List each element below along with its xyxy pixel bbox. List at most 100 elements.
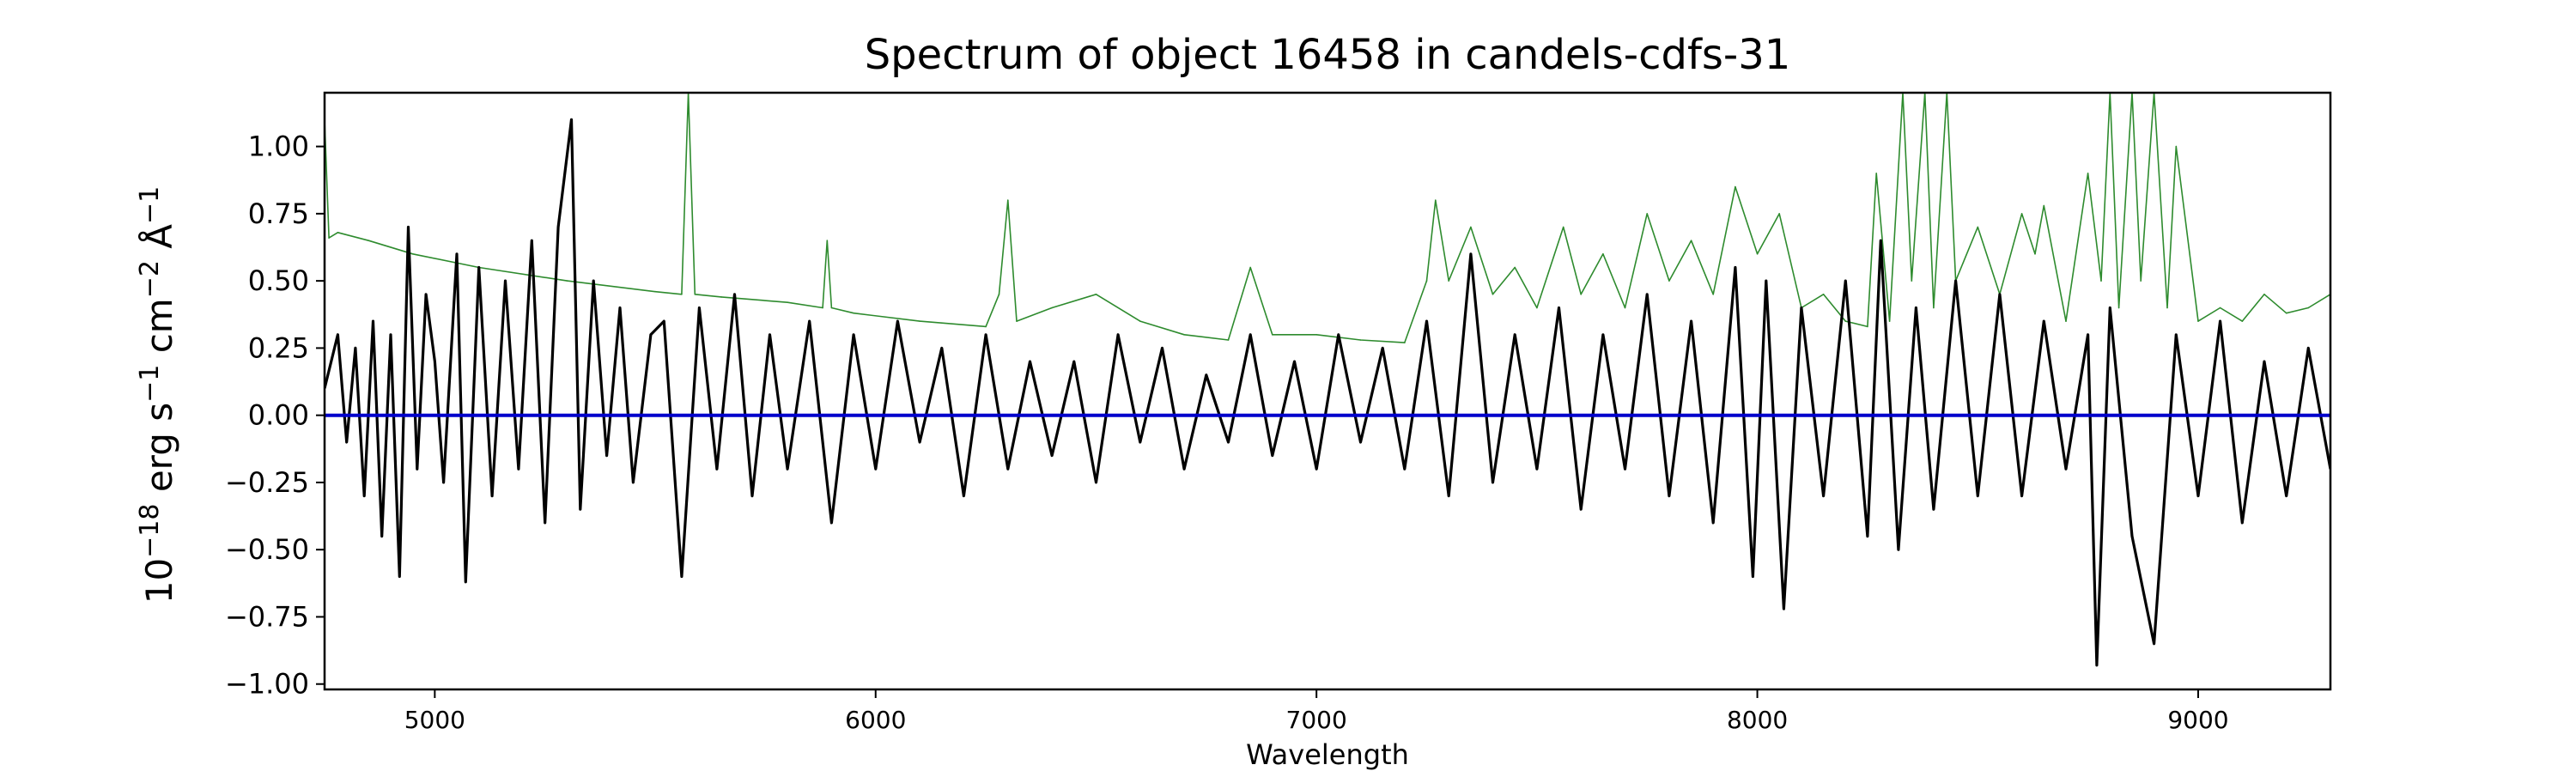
- flux-point: [1690, 320, 1692, 322]
- error-point: [985, 325, 987, 328]
- error-point: [328, 237, 330, 239]
- flux-point: [941, 347, 943, 349]
- flux-point: [570, 118, 573, 121]
- flux-point: [434, 361, 436, 362]
- flux-point: [1382, 347, 1383, 349]
- flux-point: [1844, 280, 1847, 282]
- x-tick-label: 5000: [404, 706, 465, 734]
- flux-point: [1735, 266, 1736, 269]
- flux-point: [619, 307, 621, 309]
- flux-point: [1206, 373, 1207, 376]
- flux-point: [518, 468, 519, 470]
- flux-point: [1801, 307, 1802, 309]
- flux-point: [2285, 495, 2287, 497]
- error-point: [411, 253, 414, 255]
- error-point: [1315, 334, 1317, 336]
- flux-point: [1898, 549, 1899, 550]
- error-point: [1822, 294, 1825, 295]
- error-point: [2140, 280, 2142, 282]
- error-point: [919, 320, 920, 322]
- flux-series: [325, 118, 2330, 667]
- flux-point: [1404, 468, 1406, 470]
- flux-point: [557, 226, 559, 228]
- flux-point: [363, 495, 366, 497]
- error-point: [2166, 307, 2168, 309]
- flux-point: [787, 468, 788, 470]
- flux-point: [716, 468, 718, 470]
- flux-point: [2109, 307, 2111, 309]
- flux-point: [1514, 334, 1516, 336]
- flux-point: [337, 334, 339, 336]
- error-point: [1735, 185, 1736, 188]
- error-point: [1756, 253, 1759, 255]
- chart-title: Spectrum of object 16458 in candels-cdfs…: [865, 31, 1791, 79]
- flux-point: [1161, 347, 1163, 349]
- error-point: [1359, 339, 1362, 341]
- y-tick-label: 0.25: [248, 331, 309, 364]
- flux-point: [1073, 361, 1075, 362]
- flux-point: [1765, 280, 1767, 282]
- error-point: [654, 290, 656, 293]
- flux-point: [580, 508, 581, 510]
- flux-point: [808, 320, 811, 322]
- flux-point: [1536, 468, 1538, 470]
- flux-point: [1492, 482, 1494, 483]
- flux-point: [504, 280, 507, 282]
- x-tick-label: 9000: [2167, 706, 2228, 734]
- flux-point: [2096, 665, 2098, 666]
- error-point: [1227, 339, 1230, 341]
- y-axis-label: 10−18 erg s−1 cm−2 Å−1: [135, 186, 180, 604]
- flux-point: [751, 495, 753, 497]
- flux-point: [465, 581, 467, 583]
- flux-point: [681, 575, 683, 578]
- error-point: [998, 294, 1000, 295]
- flux-point: [1227, 441, 1230, 443]
- error-point: [826, 240, 829, 242]
- y-tick-label: −0.25: [225, 466, 309, 499]
- error-point: [2043, 204, 2045, 207]
- flux-point: [1933, 508, 1935, 510]
- flux-point: [875, 468, 877, 470]
- error-point: [1007, 199, 1009, 201]
- flux-point: [2197, 495, 2199, 497]
- flux-point: [544, 522, 546, 524]
- flux-point: [896, 320, 899, 322]
- flux-point: [1293, 361, 1296, 362]
- error-point: [1712, 294, 1714, 295]
- error-point: [830, 307, 833, 309]
- error-point: [1492, 294, 1494, 295]
- error-point: [2241, 320, 2244, 322]
- error-point: [1183, 334, 1185, 336]
- flux-point: [1470, 253, 1472, 255]
- error-point: [2263, 294, 2265, 295]
- error-point: [1690, 240, 1692, 242]
- error-point: [2219, 307, 2221, 309]
- flux-point: [355, 347, 356, 349]
- error-point: [822, 307, 823, 309]
- flux-point: [2131, 535, 2133, 537]
- flux-point: [1999, 294, 2001, 295]
- y-tick-label: 0.50: [248, 264, 309, 297]
- x-axis: 5000 6000 7000 8000 9000: [404, 689, 2229, 734]
- error-point: [2065, 320, 2067, 322]
- flux-point: [2065, 468, 2067, 470]
- flux-point: [2241, 522, 2244, 524]
- flux-point: [345, 441, 348, 443]
- error-point: [1425, 280, 1428, 282]
- flux-point: [456, 253, 458, 255]
- y-label-base: 10: [138, 558, 180, 604]
- flux-point: [919, 441, 920, 443]
- flux-point: [985, 334, 987, 336]
- zero-series: [325, 413, 2330, 417]
- y-tick-label: 0.75: [248, 197, 309, 230]
- flux-point: [1880, 240, 1882, 242]
- y-axis: 1.00 0.75 0.50 0.25 0.00 −0.25 −0.50 −0.75 −1.00: [225, 131, 325, 701]
- flux-point: [830, 522, 833, 524]
- flux-point: [1624, 468, 1626, 470]
- error-point: [1867, 325, 1868, 328]
- error-point: [2117, 307, 2120, 309]
- x-axis-label: Wavelength: [1246, 738, 1409, 771]
- error-point: [1933, 307, 1935, 309]
- error-point: [1646, 213, 1648, 215]
